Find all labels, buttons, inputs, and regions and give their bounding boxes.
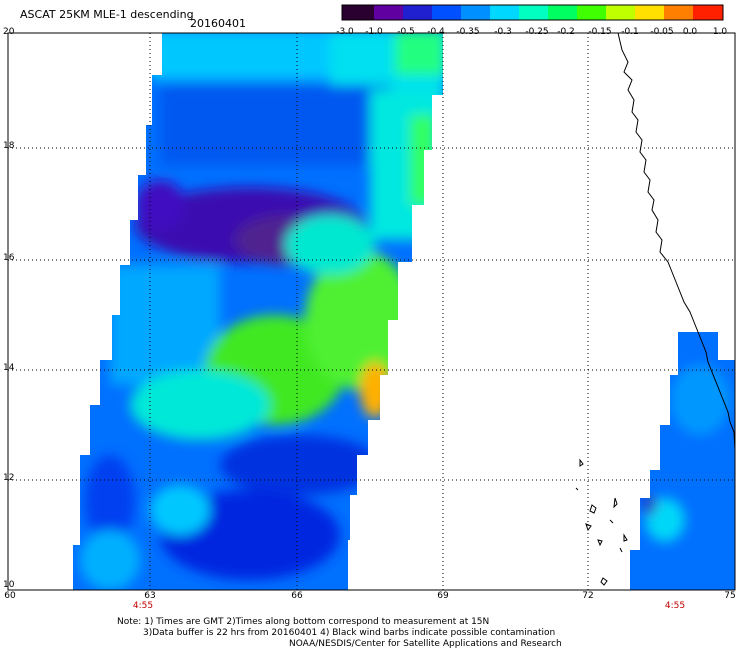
colorbar-label: -0.15	[588, 27, 612, 37]
pass-time-left: 4:55	[132, 601, 154, 611]
colorbar-label: -0.35	[456, 27, 480, 37]
colorbar-label: -0.1	[621, 27, 639, 37]
colorbar-label: -0.4	[427, 27, 445, 37]
x-tick-label: 66	[291, 591, 303, 601]
colorbar-label: 0.0	[682, 27, 698, 37]
colorbar-label: -0.25	[525, 27, 549, 37]
y-tick-label: 14	[3, 363, 15, 373]
colorbar-label: -0.2	[557, 27, 575, 37]
colorbar-label: -0.5	[397, 27, 415, 37]
data-swath-left	[73, 33, 443, 590]
map-frame	[7, 32, 736, 591]
colorbar-label: -0.05	[650, 27, 674, 37]
grid-lines	[8, 33, 735, 590]
colorbar-label: -0.3	[494, 27, 512, 37]
y-tick-label: 12	[3, 473, 15, 483]
footnote-line-2: 3)Data buffer is 22 hrs from 20160401 4)…	[143, 628, 556, 638]
map-date: 20160401	[190, 17, 246, 30]
x-tick-label: 63	[144, 591, 156, 601]
y-tick-label: 20	[3, 27, 15, 37]
x-tick-label: 60	[4, 591, 16, 601]
y-tick-label: 16	[3, 253, 15, 263]
colorbar-label: 1.0	[712, 27, 728, 37]
colorbar	[341, 4, 724, 21]
pass-time-right: 4:55	[664, 601, 686, 611]
map-title: ASCAT 25KM MLE-1 descending	[20, 8, 194, 21]
y-tick-label: 18	[3, 141, 15, 151]
footnote-line-1: Note: 1) Times are GMT 2)Times along bot…	[117, 617, 490, 627]
data-swath-right	[630, 332, 735, 590]
x-tick-label: 75	[724, 591, 736, 601]
colorbar-label: -1.0	[365, 27, 383, 37]
colorbar-label: -3.0	[336, 27, 354, 37]
coastline	[575, 32, 736, 586]
x-tick-label: 72	[582, 591, 594, 601]
y-tick-label: 10	[3, 580, 15, 590]
x-tick-label: 69	[437, 591, 449, 601]
footnote-line-3: NOAA/NESDIS/Center for Satellite Applica…	[289, 639, 562, 649]
